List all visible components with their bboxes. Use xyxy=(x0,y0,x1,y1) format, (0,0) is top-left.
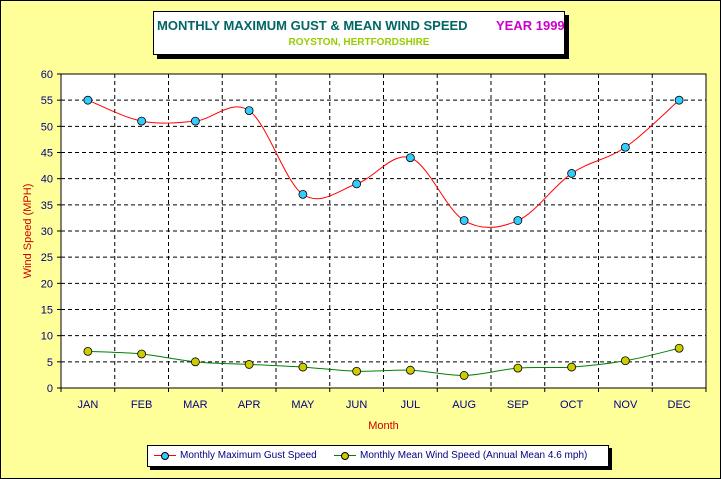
point-gust-jul xyxy=(405,153,415,163)
y-tick-label: 45 xyxy=(41,148,53,160)
y-tick-label: 40 xyxy=(41,174,53,186)
point-mean-jan xyxy=(83,346,93,356)
legend-mean-label: Monthly Mean Wind Speed (Annual Mean 4.6… xyxy=(360,450,588,461)
y-tick-label: 5 xyxy=(47,357,53,369)
x-tick-label: FEB xyxy=(131,399,152,411)
y-tick-label: 10 xyxy=(41,331,53,343)
y-tick-label: 25 xyxy=(41,252,53,264)
plot-border xyxy=(60,73,707,389)
point-gust-aug xyxy=(459,216,469,225)
y-tick-label: 30 xyxy=(41,226,53,238)
legend-gust-label: Monthly Maximum Gust Speed xyxy=(180,450,317,461)
x-tick-label: JAN xyxy=(77,399,98,411)
point-gust-feb xyxy=(137,116,147,126)
x-tick-label: DEC xyxy=(668,399,691,411)
y-tick-label: 20 xyxy=(41,278,53,290)
y-tick-label: 50 xyxy=(41,121,53,133)
chart-year: YEAR 1999 xyxy=(496,18,565,33)
x-tick-label: APR xyxy=(238,399,261,411)
series-line-mean xyxy=(87,347,680,376)
point-mean-nov xyxy=(620,356,630,366)
point-mean-aug xyxy=(459,371,469,380)
point-mean-sep xyxy=(513,363,523,373)
y-tick-label: 60 xyxy=(41,69,53,81)
point-gust-mar xyxy=(190,116,200,126)
point-gust-apr xyxy=(244,106,254,116)
x-tick-label: MAR xyxy=(183,399,208,411)
title-box: MONTHLY MAXIMUM GUST & MEAN WIND SPEED Y… xyxy=(153,11,565,55)
point-mean-jun xyxy=(352,366,362,376)
x-tick-label: SEP xyxy=(507,399,529,411)
point-gust-oct xyxy=(567,169,577,178)
point-mean-feb xyxy=(137,349,147,359)
point-gust-jun xyxy=(352,179,362,189)
x-tick-label: AUG xyxy=(452,399,476,411)
point-mean-may xyxy=(298,362,308,372)
x-tick-label: JUL xyxy=(401,399,421,411)
x-tick-label: NOV xyxy=(613,399,638,411)
chart-subtitle: ROYSTON, HERTFORDSHIRE xyxy=(288,37,430,48)
point-mean-apr xyxy=(244,360,254,369)
y-axis-title: Wind Speed (MPH) xyxy=(22,184,34,279)
y-tick-label: 55 xyxy=(41,95,53,107)
chart-title: MONTHLY MAXIMUM GUST & MEAN WIND SPEED xyxy=(157,18,468,33)
legend-gust-marker xyxy=(161,452,169,460)
point-mean-jul xyxy=(405,365,415,375)
x-axis-title: Month xyxy=(368,420,399,432)
y-tick-label: 15 xyxy=(41,305,53,317)
y-tick-label: 35 xyxy=(41,200,53,212)
point-mean-dec xyxy=(674,343,684,353)
x-tick-label: JUN xyxy=(346,399,367,411)
point-gust-jan xyxy=(83,95,93,105)
legend: Monthly Maximum Gust Speed Monthly Mean … xyxy=(147,445,609,467)
point-mean-mar xyxy=(190,357,200,367)
point-gust-may xyxy=(298,189,308,199)
point-gust-sep xyxy=(513,216,523,225)
point-mean-oct xyxy=(567,362,577,372)
y-tick-label: 0 xyxy=(47,383,53,395)
point-gust-dec xyxy=(674,95,684,105)
legend-mean-marker xyxy=(341,452,349,460)
wind-speed-chart: 0 5 10 15 20 25 30 35 40 45 50 55 60 JAN FEB MAR APR MAY J… xyxy=(22,69,707,432)
x-tick-label: MAY xyxy=(291,399,315,411)
point-gust-nov xyxy=(620,142,630,152)
x-tick-label: OCT xyxy=(560,399,584,411)
